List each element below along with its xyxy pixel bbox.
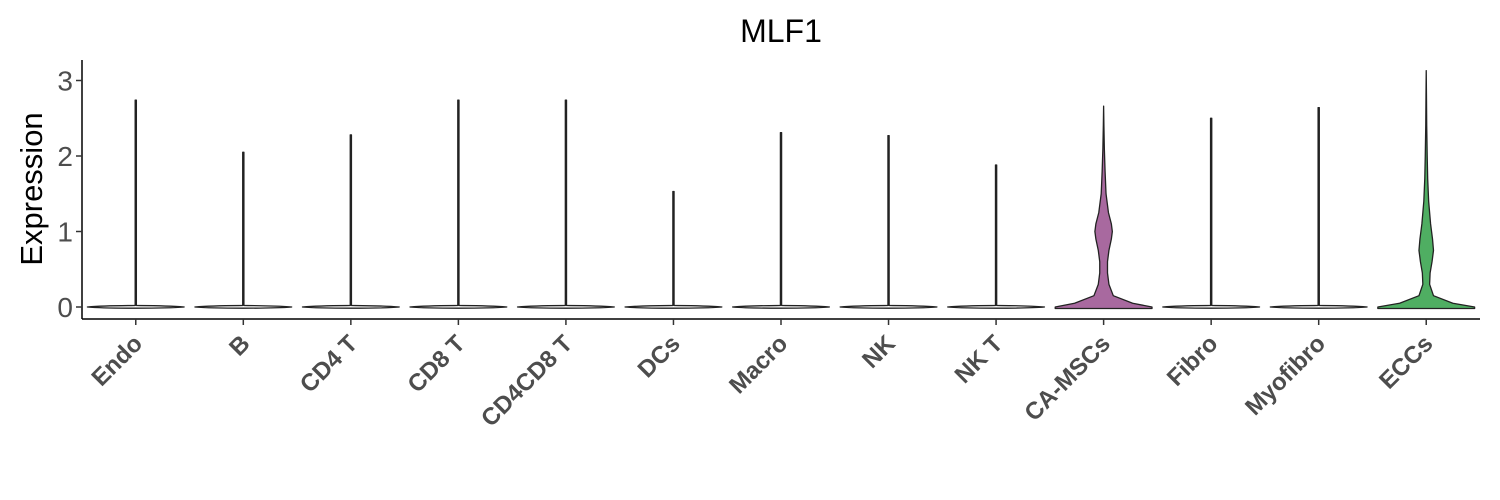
violin-nk-t (947, 164, 1046, 309)
x-tick-label: Endo (86, 330, 148, 392)
violin-cd4-t (301, 134, 400, 309)
y-tick-label: 3 (57, 66, 73, 97)
violin-cd8-t (409, 99, 508, 309)
x-tick-label: ECCs (1374, 330, 1438, 394)
violin-nk (839, 134, 938, 309)
violin-ca-mscs (1054, 105, 1153, 310)
violin-b (194, 151, 293, 309)
y-tick-label: 2 (57, 141, 73, 172)
y-axis-label: Expression (14, 112, 49, 265)
x-tick-label: CD4CD8 T (476, 330, 578, 432)
x-tick-label: CA-MSCs (1019, 330, 1115, 426)
x-tick-label: CD4 T (295, 330, 363, 398)
x-tick-label: CD8 T (403, 330, 471, 398)
chart-title: MLF1 (740, 13, 822, 49)
violin-dcs (624, 190, 723, 309)
x-tick-label: Macro (724, 330, 793, 399)
violin-macro (731, 131, 831, 309)
y-axis: 0 1 2 3 (57, 60, 83, 323)
y-tick-label: 0 (57, 292, 73, 323)
violin-cd4cd8-t (516, 99, 615, 309)
x-tick-label: NK T (950, 330, 1009, 389)
y-tick-label: 1 (57, 217, 73, 248)
violin-fibro (1162, 117, 1261, 309)
x-tick-label: Myofibro (1240, 330, 1331, 421)
x-tick-label: Fibro (1162, 330, 1224, 392)
violin-eccs (1377, 70, 1476, 310)
x-tick-label: NK (857, 330, 901, 374)
violin-myofibro (1269, 107, 1368, 309)
x-tick-label: B (224, 330, 255, 361)
x-tick-label: DCs (633, 330, 686, 383)
x-axis: Endo B CD4 T CD8 T CD4CD8 T DCs Macro NK NK T CA-… (82, 318, 1480, 432)
violin-group (86, 70, 1476, 310)
violin-endo (86, 99, 185, 309)
